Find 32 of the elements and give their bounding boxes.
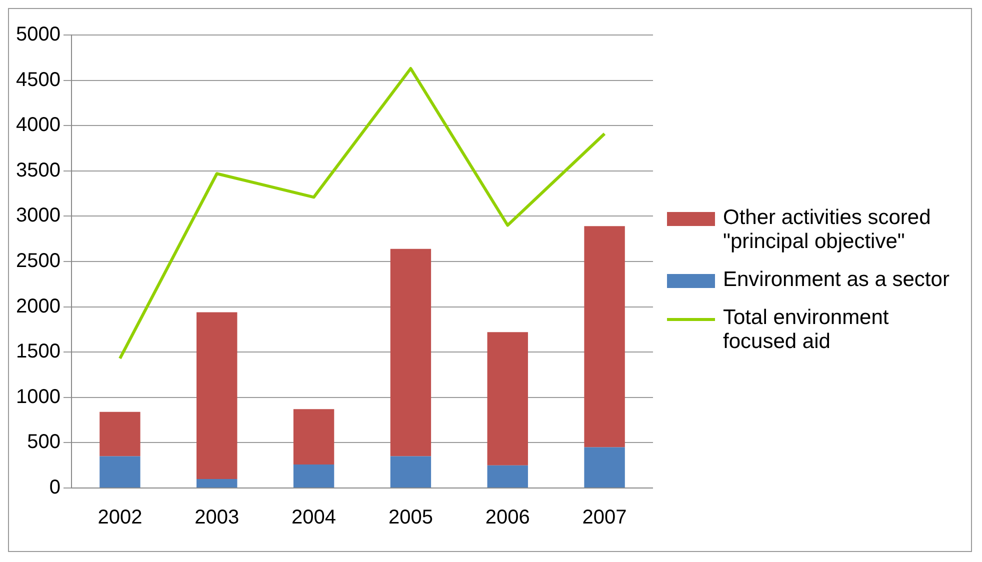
x-tick-label: 2002 [98,506,142,529]
bar [584,447,625,488]
y-tick-label: 0 [49,476,60,499]
bar [390,456,432,488]
y-tick-label: 4000 [16,114,60,136]
bar [196,312,238,479]
bar [100,412,140,456]
y-tick-label: 5000 [16,24,60,46]
legend-label: Total environment focused aid [723,306,890,354]
x-tick-label: 2004 [292,506,336,529]
legend-label: Environment as a sector [723,268,950,292]
y-tick-label: 1000 [16,386,60,408]
x-tick-label: 2003 [194,506,240,529]
y-tick-label: 3000 [16,204,60,227]
x-tick-label: 2007 [582,506,627,529]
bar [390,248,432,456]
y-tick-label: 500 [27,431,60,454]
bar [196,478,238,488]
y-tick-label: 2500 [16,250,60,272]
bar [293,464,334,488]
y-tick-label: 3500 [16,159,60,182]
y-tick-label: 1500 [16,340,60,363]
bar [487,332,528,466]
bar [487,465,528,488]
bar [293,409,334,464]
x-tick-label: 2006 [485,506,530,529]
x-tick-label: 2005 [388,506,433,529]
bar [584,226,625,448]
bar [100,456,140,488]
y-tick-label: 2000 [16,295,60,318]
legend-label: Other activities scored "principal objective" [723,206,932,254]
y-tick-label: 4500 [16,68,60,91]
